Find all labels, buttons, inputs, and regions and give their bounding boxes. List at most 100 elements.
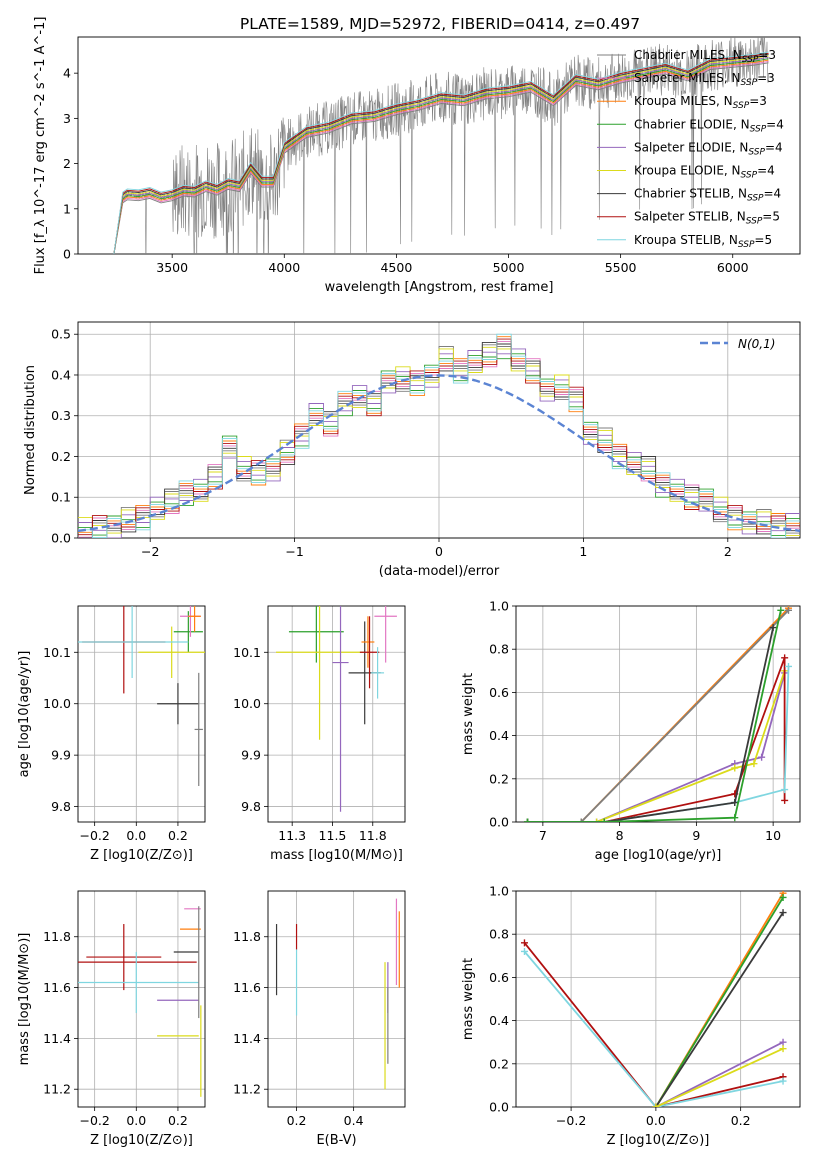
- scatter-plot: [276, 606, 397, 812]
- x-axis-label: (data-model)/error: [379, 564, 500, 579]
- spectrum-legend: Chabrier MILES, NSSP=3 Salpeter MILES, NS…: [597, 48, 784, 250]
- y-tick-label: 0.2: [489, 1056, 509, 1071]
- y-tick-label: 9.8: [241, 799, 261, 814]
- x-axis-label: wavelength [Angstrom, rest frame]: [325, 280, 554, 295]
- y-tick-label: 11.4: [43, 1031, 71, 1046]
- weight-marker: [779, 893, 787, 901]
- weight-marker: [731, 764, 739, 772]
- legend-subscript: SSP: [748, 147, 765, 157]
- weight-plot: [520, 891, 787, 1107]
- model-line: [113, 60, 769, 254]
- x-tick-label: 4500: [380, 260, 412, 275]
- weight-line: [655, 1041, 784, 1107]
- x-tick-label: 3500: [156, 260, 188, 275]
- weight-marker: [731, 814, 739, 822]
- weight-marker: [758, 753, 766, 761]
- legend-label: Salpeter STELIB, NSSP=5: [634, 210, 780, 227]
- x-axis-label: Z [log10(Z/Z⊙)]: [90, 1133, 193, 1148]
- legend-label: Kroupa STELIB, NSSP=5: [634, 233, 772, 250]
- weight-line: [523, 950, 784, 1107]
- y-tick-label: 10.0: [233, 696, 261, 711]
- y-tick-label: 0.4: [51, 367, 71, 382]
- residual-plot: [78, 333, 800, 538]
- normal-curve: [78, 374, 800, 533]
- x-axis-label: Z [log10(Z/Z⊙)]: [607, 1133, 710, 1148]
- figure-title: PLATE=1589, MJD=52972, FIBERID=0414, z=0…: [240, 15, 640, 33]
- legend-subscript: SSP: [741, 78, 758, 88]
- legend-subscript: SSP: [741, 171, 758, 181]
- axes-frame: [77, 36, 801, 255]
- model-line: [113, 59, 769, 254]
- legend-subscript: SSP: [746, 217, 763, 227]
- x-tick-label: 11.5: [319, 828, 347, 843]
- legend-label: Kroupa ELODIE, NSSP=4: [634, 164, 775, 181]
- weight-marker: [777, 606, 785, 614]
- chart-mass_vs_ebv: 0.2 0.4 11.2 11.4 11.6 11.8 E(B-V): [233, 890, 406, 1148]
- weight-marker: [520, 947, 528, 955]
- model-line: [113, 55, 769, 254]
- y-axis-label: age [log10(age/yr)]: [17, 651, 32, 778]
- x-tick-label: 0.4: [344, 1113, 364, 1128]
- x-tick-label: −0.2: [556, 1113, 586, 1128]
- weight-line: [527, 607, 790, 822]
- y-tick-label: 0.2: [51, 449, 71, 464]
- chart-weight_vs_Z: −0.2 0.0 0.2 0.0 0.2 0.4 0.6 0.8 1.0 Z [log10(Z/Z…: [461, 884, 801, 1148]
- y-tick-label: 0.8: [489, 927, 509, 942]
- y-axis-label: Normed distribution: [23, 365, 38, 495]
- weight-marker: [779, 1077, 787, 1085]
- residual-histogram: [78, 333, 800, 538]
- weight-line: [527, 610, 782, 822]
- x-tick-label: 0.2: [287, 1113, 307, 1128]
- y-tick-label: 11.8: [43, 929, 71, 944]
- weight-marker: [781, 654, 789, 662]
- y-axis-label: mass weight: [461, 958, 476, 1040]
- weight-marker: [779, 1038, 787, 1046]
- weight-marker: [781, 796, 789, 804]
- x-tick-label: 0.0: [646, 1113, 666, 1128]
- residual-histogram: [78, 338, 800, 536]
- legend-nssp: =4: [764, 187, 782, 201]
- legend-nssp: =5: [762, 210, 780, 224]
- x-tick-label: 0.2: [168, 1113, 188, 1128]
- chart-spectrum: 3500 4000 4500 5000 5500 6000 0 1 2 3 4 wavelength …: [33, 17, 801, 295]
- legend-nssp: =4: [766, 117, 784, 131]
- y-tick-label: 9.9: [241, 748, 261, 763]
- x-tick-label: 0.0: [126, 1113, 146, 1128]
- y-axis-label: mass [log10(M/M⊙)]: [17, 933, 32, 1066]
- y-tick-label: 0.3: [51, 408, 71, 423]
- weight-marker: [600, 818, 608, 822]
- y-tick-label: 11.6: [43, 980, 71, 995]
- weight-marker: [779, 1045, 787, 1053]
- x-tick-label: 6000: [717, 260, 749, 275]
- x-tick-label: 10: [765, 828, 781, 843]
- legend-subscript: SSP: [747, 194, 764, 204]
- y-tick-label: 0.8: [489, 642, 509, 657]
- y-tick-label: 10.1: [43, 645, 71, 660]
- legend-nssp: =4: [757, 164, 775, 178]
- x-tick-label: 0.0: [126, 828, 146, 843]
- x-tick-label: 0.2: [168, 828, 188, 843]
- legend-label: Chabrier STELIB, NSSP=4: [634, 187, 781, 204]
- x-tick-label: 8: [616, 828, 624, 843]
- y-tick-label: 1: [63, 201, 71, 216]
- model-line: [113, 62, 769, 254]
- x-axis-label: age [log10(age/yr)]: [595, 848, 722, 863]
- legend-label: Salpeter MILES, NSSP=3: [634, 71, 775, 88]
- legend-subscript: SSP: [738, 240, 755, 250]
- y-tick-label: 0.6: [489, 970, 509, 985]
- y-tick-label: 10.0: [43, 696, 71, 711]
- axes-frame: [515, 890, 801, 1108]
- y-tick-label: 3: [63, 111, 71, 126]
- axes-frame: [515, 605, 801, 823]
- legend-label: Chabrier ELODIE, NSSP=4: [634, 117, 784, 134]
- y-tick-label: 0.6: [489, 685, 509, 700]
- y-axis-label: mass weight: [461, 673, 476, 755]
- weight-marker: [781, 786, 789, 794]
- x-tick-label: 9: [692, 828, 700, 843]
- scatter-plot: [275, 898, 400, 1090]
- legend-label: Salpeter ELODIE, NSSP=4: [634, 140, 783, 157]
- weight-marker: [750, 760, 758, 768]
- x-tick-label: 11.3: [278, 828, 306, 843]
- weight-marker: [520, 939, 528, 947]
